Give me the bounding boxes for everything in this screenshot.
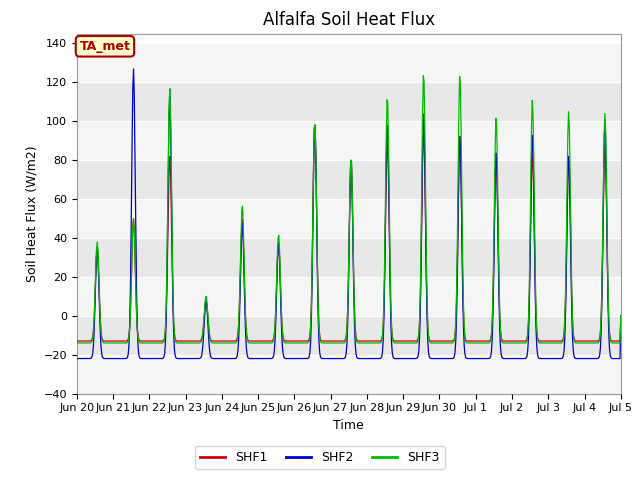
Bar	[77, 199, 621, 238]
Bar	[77, 355, 621, 394]
Bar	[77, 121, 621, 160]
Text: TA_met: TA_met	[79, 40, 131, 53]
Bar	[77, 238, 621, 277]
Y-axis label: Soil Heat Flux (W/m2): Soil Heat Flux (W/m2)	[25, 145, 38, 282]
Title: Alfalfa Soil Heat Flux: Alfalfa Soil Heat Flux	[263, 11, 435, 29]
X-axis label: Time: Time	[333, 419, 364, 432]
Bar	[77, 82, 621, 121]
Bar	[77, 160, 621, 199]
Legend: SHF1, SHF2, SHF3: SHF1, SHF2, SHF3	[195, 446, 445, 469]
Bar	[77, 43, 621, 82]
Bar	[77, 277, 621, 316]
Bar	[77, 316, 621, 355]
